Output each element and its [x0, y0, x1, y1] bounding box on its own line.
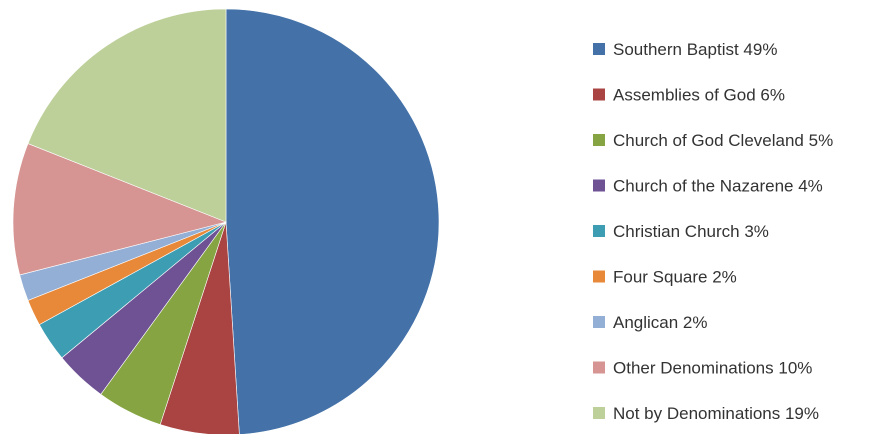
legend-item-3: Church of the Nazarene 4% [593, 177, 823, 196]
legend-swatch-7 [593, 361, 605, 374]
legend-swatch-5 [593, 270, 605, 283]
legend-label-7: Other Denominations 10% [613, 359, 812, 378]
legend-swatch-3 [593, 179, 605, 192]
legend-item-8: Not by Denominations 19% [593, 404, 819, 423]
legend-swatch-6 [593, 316, 605, 328]
legend-item-2: Church of God Cleveland 5% [593, 131, 833, 150]
pie-slice-0 [225, 8, 440, 434]
legend-label-0: Southern Baptist 49% [613, 40, 777, 59]
legend-swatch-0 [593, 43, 605, 55]
legend-item-4: Christian Church 3% [593, 222, 769, 241]
pie-slice-7 [12, 143, 227, 276]
legend-label-1: Assemblies of God 6% [613, 86, 785, 105]
legend-swatch-1 [593, 88, 605, 101]
legend-label-6: Anglican 2% [613, 313, 708, 332]
pie-slices [12, 8, 440, 434]
legend-item-7: Other Denominations 10% [593, 359, 812, 378]
legend-label-8: Not by Denominations 19% [613, 404, 819, 423]
legend-label-5: Four Square 2% [613, 268, 737, 287]
legend-item-0: Southern Baptist 49% [593, 40, 777, 59]
legend-label-3: Church of the Nazarene 4% [613, 177, 823, 196]
legend-swatch-8 [593, 407, 605, 419]
legend-swatch-4 [593, 225, 605, 237]
legend-item-6: Anglican 2% [593, 313, 708, 332]
legend: Southern Baptist 49% Assemblies of God 6%… [593, 40, 833, 423]
pie-slice-8 [27, 8, 227, 223]
legend-item-5: Four Square 2% [593, 268, 737, 287]
legend-swatch-2 [593, 134, 605, 146]
legend-item-1: Assemblies of God 6% [593, 86, 785, 105]
legend-label-2: Church of God Cleveland 5% [613, 131, 833, 150]
legend-label-4: Christian Church 3% [613, 222, 769, 241]
